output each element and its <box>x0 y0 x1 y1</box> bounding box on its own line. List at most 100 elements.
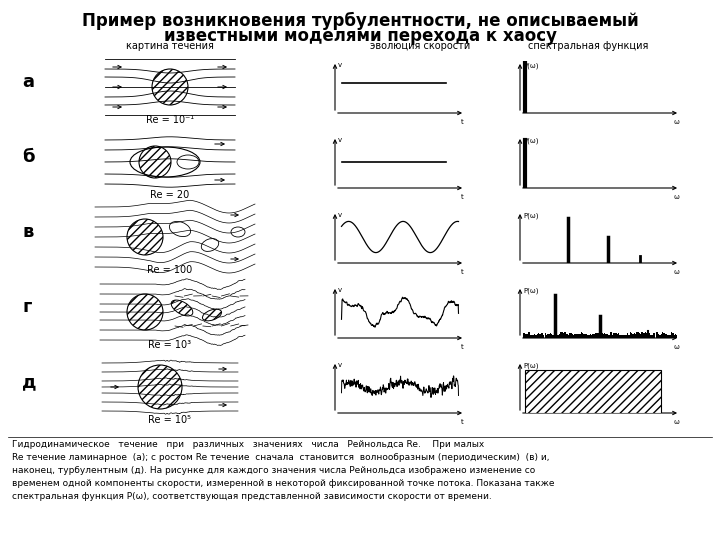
Bar <box>538 333 539 338</box>
Bar <box>639 333 640 338</box>
Bar <box>619 335 621 338</box>
Bar <box>559 334 560 338</box>
Text: t: t <box>461 119 464 125</box>
Bar <box>531 335 533 338</box>
Text: ω: ω <box>674 419 680 425</box>
Bar <box>665 334 666 338</box>
Bar <box>624 335 626 338</box>
Bar <box>525 370 661 413</box>
Bar <box>663 333 665 338</box>
Bar <box>667 335 668 338</box>
Bar <box>622 335 624 338</box>
Bar <box>560 332 562 338</box>
Text: ω: ω <box>674 194 680 200</box>
Bar <box>557 335 559 338</box>
Bar <box>539 334 541 338</box>
Text: Пример возникновения турбулентности, не описываемый: Пример возникновения турбулентности, не … <box>81 12 639 30</box>
Bar <box>635 334 636 338</box>
Text: v: v <box>338 137 342 143</box>
Text: t: t <box>461 194 464 200</box>
Bar <box>562 333 564 338</box>
Text: спектральная функция: спектральная функция <box>528 41 648 51</box>
Bar <box>632 334 634 338</box>
Bar <box>630 332 631 338</box>
Bar <box>626 335 627 338</box>
Text: P(ω): P(ω) <box>523 362 539 368</box>
Text: ω: ω <box>674 119 680 125</box>
Bar <box>524 333 525 338</box>
Bar <box>583 334 585 338</box>
Bar <box>653 333 654 338</box>
Bar <box>541 333 542 338</box>
Bar <box>568 335 569 338</box>
Bar <box>634 333 635 338</box>
Bar <box>578 334 580 338</box>
Bar <box>616 333 617 338</box>
Text: а: а <box>22 73 34 91</box>
Bar <box>661 334 662 338</box>
Text: Re = 10⁻¹: Re = 10⁻¹ <box>146 115 194 125</box>
Bar <box>546 334 547 338</box>
Bar <box>621 335 622 338</box>
Bar <box>657 333 658 338</box>
Bar <box>593 334 595 338</box>
Bar <box>611 335 613 338</box>
Bar <box>547 334 549 338</box>
Bar <box>668 335 670 338</box>
Bar <box>526 334 528 338</box>
Bar <box>645 332 647 338</box>
Bar <box>591 335 593 338</box>
Bar <box>654 333 655 338</box>
Bar <box>529 332 531 338</box>
Bar <box>533 335 534 338</box>
Bar <box>675 334 676 338</box>
Text: v: v <box>338 212 342 218</box>
Bar <box>676 335 678 338</box>
Bar <box>603 334 604 338</box>
Text: Re = 100: Re = 100 <box>148 265 193 275</box>
Text: Re течение ламинарное  (а); с ростом Re течение  сначала  становится  волнообраз: Re течение ламинарное (а); с ростом Re т… <box>12 453 549 462</box>
Bar <box>614 333 616 338</box>
Bar <box>608 335 609 338</box>
Text: P(ω): P(ω) <box>523 287 539 294</box>
Text: v: v <box>338 287 342 293</box>
Bar <box>649 334 650 338</box>
Bar <box>570 334 572 338</box>
Bar <box>564 332 565 338</box>
Bar <box>590 334 591 338</box>
Text: P(ω): P(ω) <box>523 62 539 69</box>
Bar <box>650 335 652 338</box>
Bar <box>543 335 544 338</box>
Bar <box>534 334 536 338</box>
Text: P(ω): P(ω) <box>523 137 539 144</box>
Bar <box>554 334 555 338</box>
Text: известными моделями перехода к хаосу: известными моделями перехода к хаосу <box>163 27 557 45</box>
Text: наконец, турбулентным (д). На рисунке для каждого значения числа Рейнольдса изоб: наконец, турбулентным (д). На рисунке дл… <box>12 466 535 475</box>
Bar <box>565 333 567 338</box>
Text: v: v <box>338 62 342 68</box>
Bar <box>556 334 557 338</box>
Bar <box>599 333 600 338</box>
Text: P(ω): P(ω) <box>523 212 539 219</box>
Bar <box>574 334 575 338</box>
Bar <box>629 335 630 338</box>
Text: картина течения: картина течения <box>126 41 214 51</box>
Text: Гидродинамическое   течение   при   различных   значениях   числа   Рейнольдса R: Гидродинамическое течение при различных … <box>12 440 485 449</box>
Bar <box>613 333 614 338</box>
Bar <box>596 333 598 338</box>
Bar <box>666 334 667 338</box>
Bar <box>573 335 574 338</box>
Text: эволюция скорости: эволюция скорости <box>370 41 470 51</box>
Text: в: в <box>22 223 33 241</box>
Bar <box>544 334 546 338</box>
Bar <box>587 335 588 338</box>
Bar <box>670 335 671 338</box>
Bar <box>631 333 632 338</box>
Text: Re = 20: Re = 20 <box>150 190 189 200</box>
Bar <box>601 333 603 338</box>
Bar <box>618 333 619 338</box>
Bar <box>637 333 639 338</box>
Bar <box>652 335 653 338</box>
Bar <box>577 334 578 338</box>
Bar <box>575 334 577 338</box>
